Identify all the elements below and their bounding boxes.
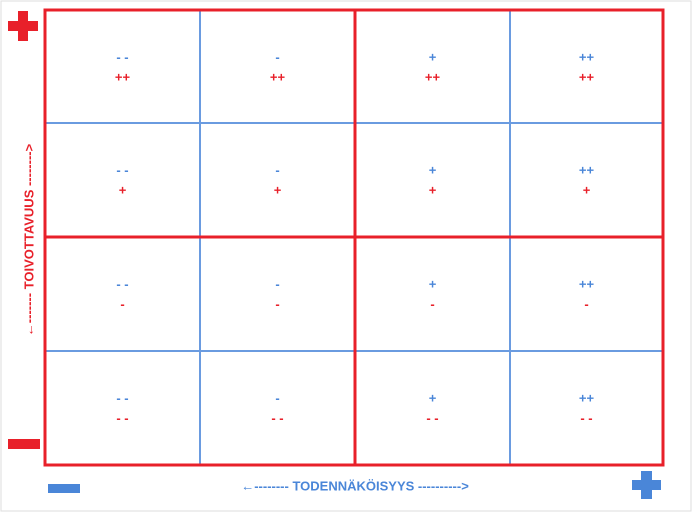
blue-symbol: ++	[579, 276, 595, 291]
red-symbol: - -	[580, 410, 592, 425]
blue-symbol: -	[275, 162, 279, 177]
blue-minus-icon	[48, 484, 80, 493]
blue-symbol: - -	[116, 390, 128, 405]
red-symbol: ++	[425, 69, 441, 84]
blue-plus-icon	[632, 471, 661, 499]
blue-symbol: -	[275, 49, 279, 64]
red-symbol: ++	[115, 69, 131, 84]
red-minus-icon	[8, 439, 40, 449]
blue-symbol: - -	[116, 162, 128, 177]
red-symbol: +	[119, 182, 127, 197]
red-symbol: -	[120, 296, 124, 311]
y-axis-label: ←------- TOIVOTTAVUUS -------->	[21, 143, 36, 336]
red-symbol: -	[584, 296, 588, 311]
red-symbol: -	[275, 296, 279, 311]
blue-symbol: +	[429, 162, 437, 177]
blue-symbol: +	[429, 276, 437, 291]
blue-symbol: ++	[579, 49, 595, 64]
red-plus-icon	[8, 11, 38, 41]
red-symbol: -	[430, 296, 434, 311]
blue-symbol: - -	[116, 276, 128, 291]
blue-symbol: +	[429, 390, 437, 405]
red-symbol: - -	[426, 410, 438, 425]
red-symbol: ++	[579, 69, 595, 84]
frame	[0, 0, 692, 512]
blue-symbol: -	[275, 390, 279, 405]
red-symbol: - -	[116, 410, 128, 425]
quadrant-lines	[43, 8, 665, 467]
blue-symbol: +	[429, 49, 437, 64]
blue-symbol: - -	[116, 49, 128, 64]
red-symbol: - -	[271, 410, 283, 425]
red-symbol: +	[274, 182, 282, 197]
cells: - -++-+++++++++- -+-++++++- ----+-++-- -…	[115, 49, 595, 425]
red-symbol: ++	[270, 69, 286, 84]
blue-symbol: -	[275, 276, 279, 291]
blue-symbol: ++	[579, 162, 595, 177]
red-symbol: +	[429, 182, 437, 197]
x-axis-label: ←-------- TODENNÄKÖISYYS ---------->	[241, 478, 469, 493]
blue-symbol: ++	[579, 390, 595, 405]
red-symbol: +	[583, 182, 591, 197]
